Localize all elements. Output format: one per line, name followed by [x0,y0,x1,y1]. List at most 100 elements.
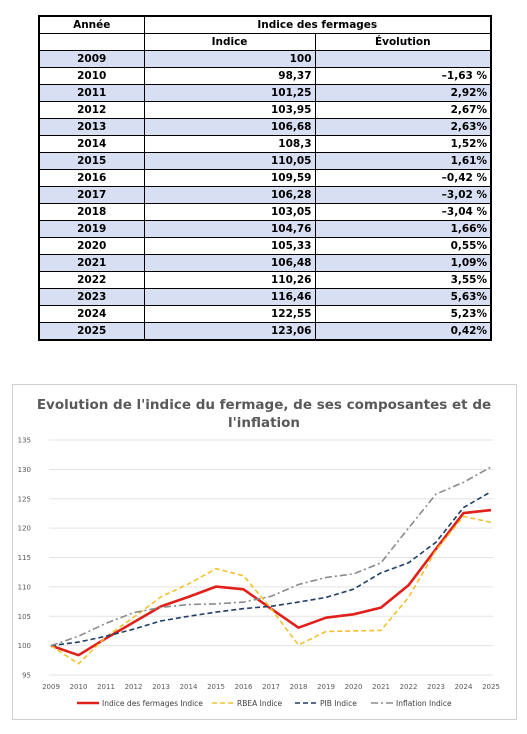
year-cell: 2012 [38,101,145,119]
evolution-cell: –3,02 % [314,186,493,204]
evolution-cell: 5,23% [314,305,493,323]
x-tick-label: 2016 [235,683,253,691]
chart-container: Evolution de l'indice du fermage, de ses… [12,384,517,720]
year-cell: 2025 [38,322,145,341]
y-tick-label: 135 [18,437,31,445]
year-cell: 2013 [38,118,145,136]
index-cell: 109,59 [143,169,316,187]
evolution-cell: 2,92% [314,84,493,102]
legend-label: Inflation Indice [396,699,452,708]
index-cell: 105,33 [143,237,316,255]
table-row: 2018 103,05 –3,04 % [38,203,493,221]
year-cell: 2017 [38,186,145,204]
evolution-column-header: Évolution [314,33,493,51]
chart-title-line: l'inflation [228,415,300,431]
year-cell: 2014 [38,135,145,153]
year-cell: 2019 [38,220,145,238]
x-tick-label: 2015 [207,683,225,691]
evolution-cell: 3,55% [314,271,493,289]
evolution-cell: –1,63 % [314,67,493,85]
y-tick-label: 115 [18,554,31,562]
table-row: 2014 108,3 1,52% [38,135,493,153]
x-tick-label: 2017 [262,683,280,691]
x-tick-label: 2022 [400,683,418,691]
x-tick-label: 2025 [482,683,500,691]
evolution-cell: 1,09% [314,254,493,272]
index-cell: 106,68 [143,118,316,136]
table-row: 2024 122,55 5,23% [38,305,493,323]
index-cell: 110,26 [143,271,316,289]
evolution-cell: 0,42% [314,322,493,341]
chart-title-line: Evolution de l'indice du fermage, de ses… [37,397,491,413]
index-cell: 108,3 [143,135,316,153]
index-cell: 106,48 [143,254,316,272]
x-tick-label: 2018 [290,683,308,691]
index-cell: 98,37 [143,67,316,85]
index-cell: 122,55 [143,305,316,323]
evolution-cell: 2,63% [314,118,493,136]
chart-title: Evolution de l'indice du fermage, de ses… [37,397,491,431]
fermage-index-table: Année Indice des fermages Indice Évoluti… [38,15,493,341]
y-tick-label: 110 [18,583,31,591]
index-cell: 103,95 [143,101,316,119]
y-tick-label: 95 [22,672,31,680]
table-row: 2010 98,37 –1,63 % [38,67,493,85]
table-row: 2012 103,95 2,67% [38,101,493,119]
index-cell: 106,28 [143,186,316,204]
table-body: 2009 100 2010 98,37 –1,63 % 2011 101,25 2,92% 20… [38,50,493,341]
table-row: 2025 123,06 0,42% [38,322,493,341]
evolution-cell [314,50,493,68]
year-header-spacer [38,33,145,51]
x-tick-label: 2014 [180,683,198,691]
legend-label: RBEA Indice [237,699,283,708]
table-row: 2009 100 [38,50,493,68]
legend-label: PIB Indice [320,699,357,708]
year-cell: 2023 [38,288,145,306]
x-tick-label: 2012 [125,683,143,691]
x-tick-label: 2010 [70,683,88,691]
table-row: 2011 101,25 2,92% [38,84,493,102]
index-cell: 100 [143,50,316,68]
index-cell: 116,46 [143,288,316,306]
table-row: 2022 110,26 3,55% [38,271,493,289]
y-tick-label: 130 [18,466,31,474]
evolution-cell: 5,63% [314,288,493,306]
year-cell: 2009 [38,50,145,68]
y-tick-label: 120 [18,525,31,533]
year-cell: 2016 [38,169,145,187]
table-row: 2016 109,59 –0,42 % [38,169,493,187]
y-tick-label: 125 [18,495,31,503]
index-cell: 123,06 [143,322,316,341]
evolution-cell: 1,52% [314,135,493,153]
year-cell: 2011 [38,84,145,102]
x-tick-label: 2011 [97,683,115,691]
index-group-header: Indice des fermages [143,15,493,34]
line-chart: Evolution de l'indice du fermage, de ses… [18,397,500,708]
evolution-cell: –0,42 % [314,169,493,187]
table-row: 2019 104,76 1,66% [38,220,493,238]
legend-label: Indice des fermages Indice [102,699,203,708]
year-cell: 2010 [38,67,145,85]
table-row: 2020 105,33 0,55% [38,237,493,255]
year-cell: 2020 [38,237,145,255]
y-tick-label: 100 [18,642,31,650]
y-tick-label: 105 [18,613,31,621]
x-tick-label: 2024 [455,683,473,691]
year-cell: 2021 [38,254,145,272]
x-tick-label: 2019 [317,683,335,691]
series-line-3 [50,466,492,647]
series-line-2 [50,491,492,647]
x-tick-label: 2020 [345,683,363,691]
evolution-cell: 0,55% [314,237,493,255]
index-column-header: Indice [143,33,316,51]
year-cell: 2015 [38,152,145,170]
x-tick-label: 2023 [427,683,445,691]
year-column-header: Année [38,15,145,34]
index-cell: 101,25 [143,84,316,102]
year-cell: 2024 [38,305,145,323]
year-cell: 2018 [38,203,145,221]
evolution-cell: –3,04 % [314,203,493,221]
index-cell: 110,05 [143,152,316,170]
index-cell: 103,05 [143,203,316,221]
table-row: 2023 116,46 5,63% [38,288,493,306]
